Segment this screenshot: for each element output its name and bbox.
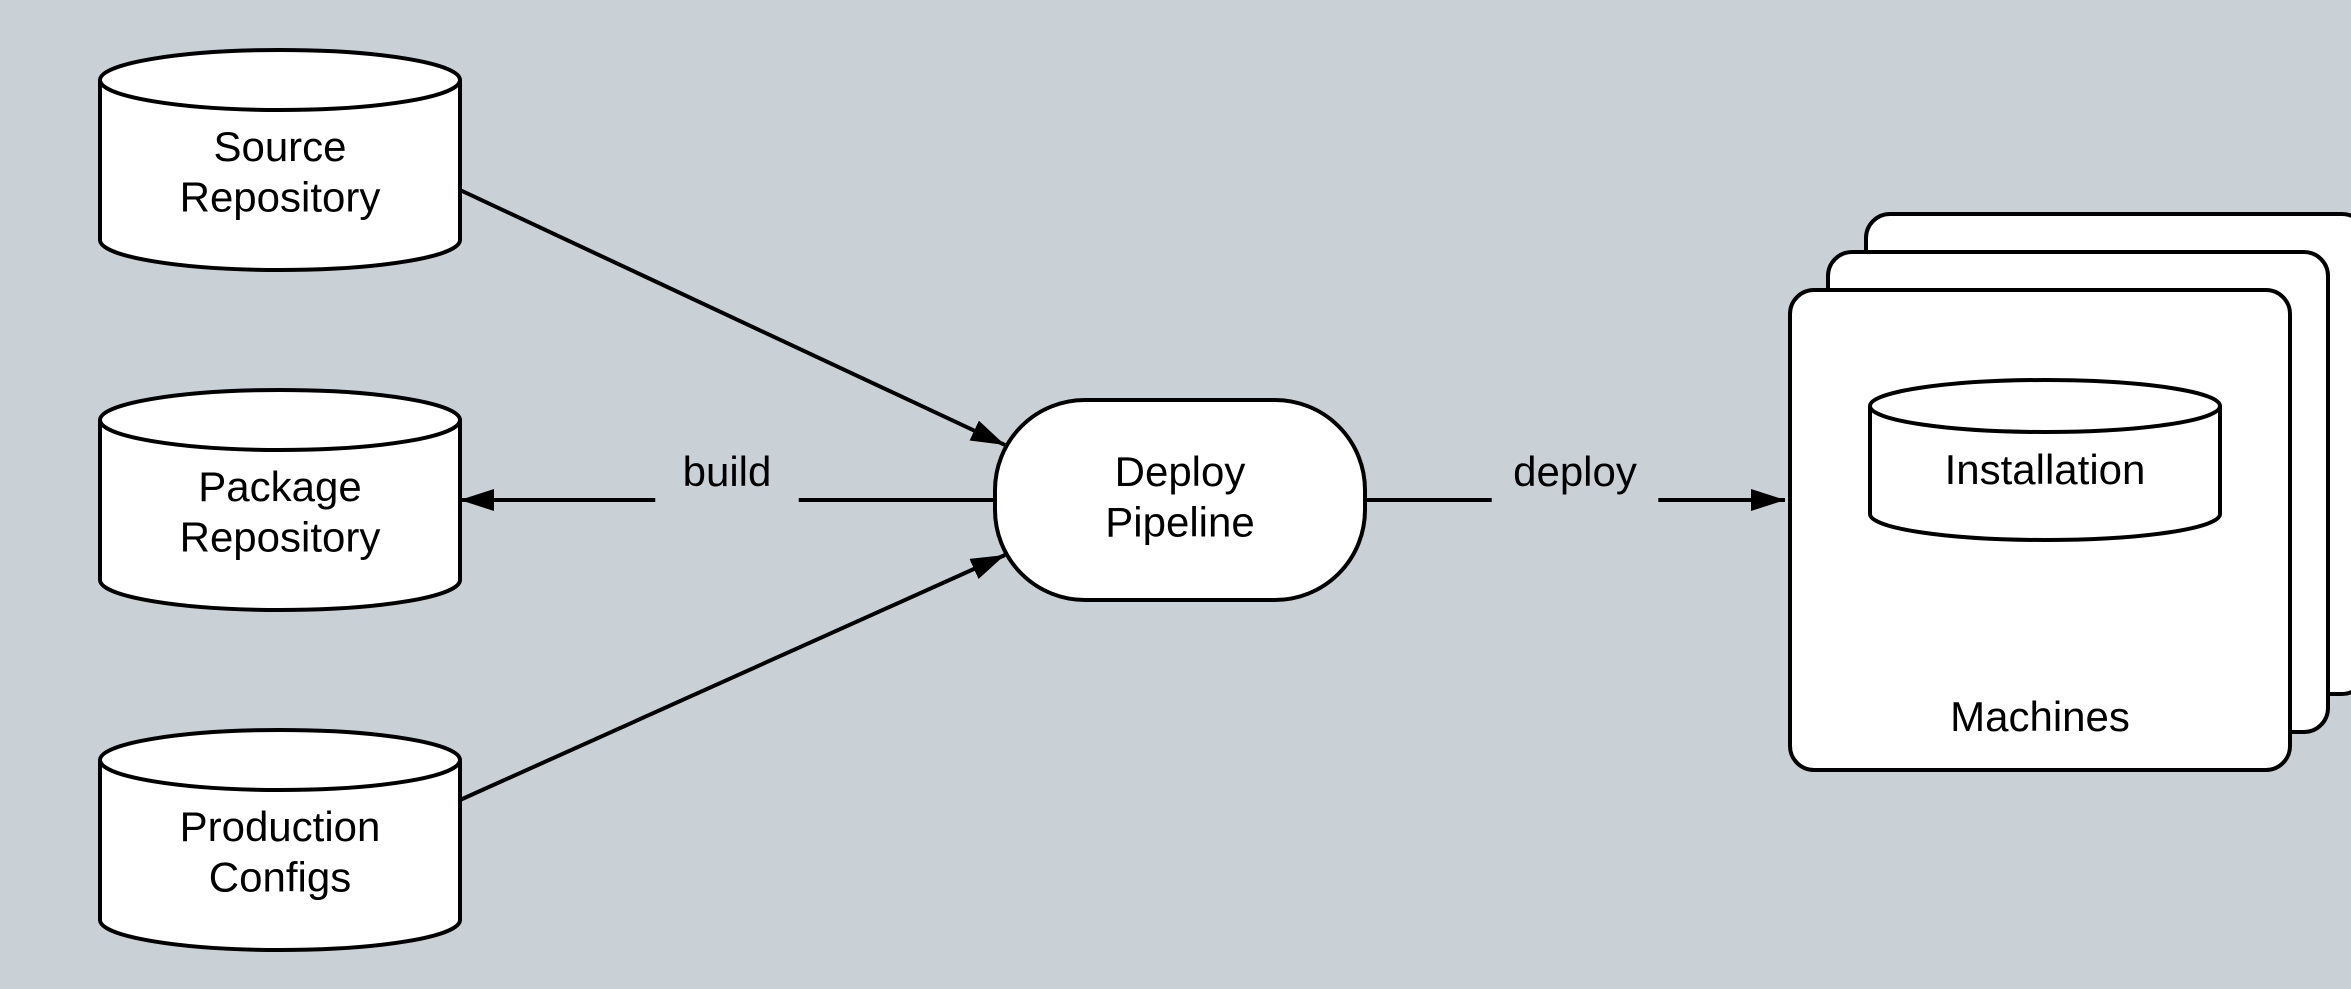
- deploy-pipeline-node: DeployPipeline: [995, 400, 1365, 600]
- package-repository-cylinder: PackageRepository: [100, 390, 460, 610]
- package-repository-cylinder-label: Package: [198, 463, 361, 510]
- installation-cylinder-label: Installation: [1945, 446, 2146, 493]
- source-repository-cylinder: SourceRepository: [100, 50, 460, 270]
- installation-cylinder: Installation: [1870, 380, 2220, 540]
- production-configs-cylinder: ProductionConfigs: [100, 730, 460, 950]
- production-configs-cylinder-label: Configs: [209, 853, 351, 900]
- machines-stack-label: Machines: [1950, 693, 2130, 740]
- source-repository-cylinder-label: Source: [213, 123, 346, 170]
- deploy-pipeline-node-label: Pipeline: [1105, 498, 1254, 545]
- deploy-pipeline-diagram: builddeploy MachinesInstallationSourceRe…: [0, 0, 2351, 989]
- source-repository-cylinder-label: Repository: [180, 173, 381, 220]
- deploy-pipeline-node-label: Deploy: [1115, 448, 1246, 495]
- package-repository-cylinder-label: Repository: [180, 513, 381, 560]
- machines-stack: Machines Installation: [1790, 214, 2351, 770]
- edge-build-label: build: [683, 448, 772, 495]
- edge-deploy-label: deploy: [1513, 448, 1637, 495]
- production-configs-cylinder-label: Production: [180, 803, 381, 850]
